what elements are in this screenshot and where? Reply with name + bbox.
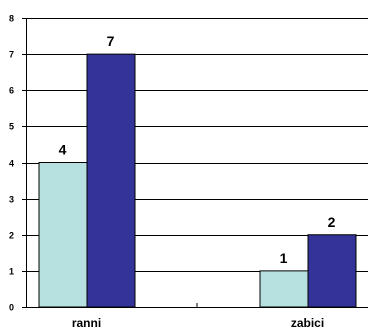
y-tick-label: 5 xyxy=(9,122,14,132)
y-tick-label: 1 xyxy=(9,267,14,277)
data-label: 7 xyxy=(107,33,115,49)
y-tick-label: 6 xyxy=(9,86,14,96)
category-labels: ranni zabici xyxy=(72,316,324,330)
bar-ranni-series-1 xyxy=(38,162,88,308)
y-tick-label: 2 xyxy=(9,231,14,241)
data-labels: 4 7 1 2 xyxy=(59,33,336,266)
bar-zabici-series-2 xyxy=(307,234,357,308)
y-tick-label: 7 xyxy=(9,50,14,60)
y-tick-label: 0 xyxy=(9,303,14,313)
y-tick-label: 4 xyxy=(9,159,14,169)
category-label: ranni xyxy=(72,316,101,330)
bar-zabici-series-1 xyxy=(259,270,309,308)
data-label: 1 xyxy=(280,250,288,266)
data-label: 4 xyxy=(59,142,67,158)
axes xyxy=(26,18,368,308)
bar-ranni-series-2 xyxy=(86,53,136,308)
category-label: zabici xyxy=(291,316,324,330)
bars xyxy=(38,53,357,308)
data-label: 2 xyxy=(328,214,336,230)
y-tick-label: 3 xyxy=(9,195,14,205)
y-tick-label: 8 xyxy=(9,14,14,24)
y-tick-labels: 0 1 2 3 4 5 6 7 8 xyxy=(9,14,26,313)
